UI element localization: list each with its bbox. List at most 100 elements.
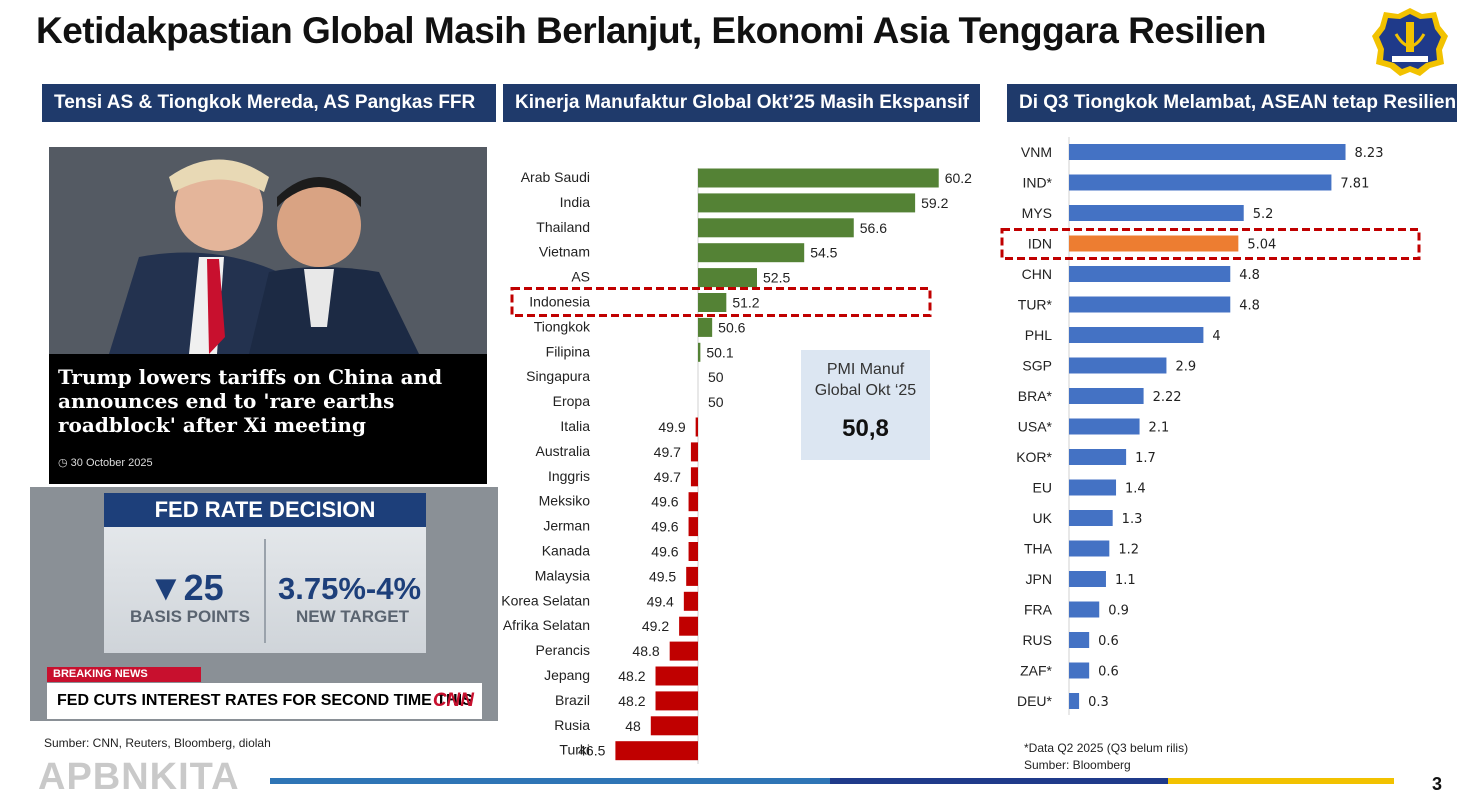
gdp-bar xyxy=(1069,510,1113,526)
gdp-value-label: 0.9 xyxy=(1108,604,1129,619)
gdp-value-label: 1.3 xyxy=(1122,512,1143,527)
gdp-growth-bar-chart: VNM 8.23 IND* 7.81 MYS 5.2 IDN 5.04 CHN 4.8 TUR* 4.… xyxy=(1000,137,1421,715)
pmi-highlight-box xyxy=(510,287,932,317)
gdp-category-label: UK xyxy=(1033,510,1053,526)
footnote: *Data Q2 2025 (Q3 belum rilis) Sumber: B… xyxy=(1024,740,1188,774)
breaking-news-badge: BREAKING NEWS xyxy=(47,667,201,682)
left-panel-header: Tensi AS & Tiongkok Mereda, AS Pangkas F… xyxy=(42,84,496,122)
pmi-value-label: 49.2 xyxy=(642,618,669,634)
pmi-value-label: 49.7 xyxy=(654,469,681,485)
pmi-category-label: India xyxy=(560,194,591,210)
pmi-category-label: Meksiko xyxy=(539,493,591,509)
pmi-category-label: Vietnam xyxy=(539,244,590,260)
news-date-text: 30 October 2025 xyxy=(70,457,153,469)
middle-panel-header: Kinerja Manufaktur Global Okt’25 Masih E… xyxy=(503,84,980,122)
pmi-bar xyxy=(679,616,698,636)
footer-bar-light xyxy=(270,778,830,784)
right-panel-header: Di Q3 Tiongkok Melambat, ASEAN tetap Res… xyxy=(1007,84,1457,122)
pmi-value-label: 50 xyxy=(708,369,724,385)
gdp-value-label: 0.3 xyxy=(1088,695,1109,710)
gdp-value-label: 8.23 xyxy=(1355,146,1384,161)
pmi-category-label: Jerman xyxy=(543,518,590,534)
pmi-category-label: Thailand xyxy=(536,219,590,235)
gdp-category-label: MYS xyxy=(1022,205,1052,221)
gdp-bar xyxy=(1069,693,1080,709)
gdp-category-label: KOR* xyxy=(1016,449,1052,465)
news-headline: Trump lowers tariffs on China and announ… xyxy=(58,365,443,437)
gdp-value-label: 0.6 xyxy=(1098,665,1119,680)
pmi-category-label: Filipina xyxy=(546,343,591,359)
gdp-value-label: 1.7 xyxy=(1135,451,1156,466)
pmi-category-label: Afrika Selatan xyxy=(503,617,590,633)
pmi-bar xyxy=(695,417,698,437)
pmi-value-label: 46.5 xyxy=(578,743,605,759)
gdp-value-label: 5.04 xyxy=(1247,238,1276,253)
fed-cut-number: 25 xyxy=(183,567,224,608)
pmi-bar xyxy=(690,467,698,487)
pmi-value-label: 49.9 xyxy=(658,419,685,435)
gdp-value-label: 2.22 xyxy=(1153,390,1182,405)
pmi-bar xyxy=(669,641,698,661)
gdp-category-label: IDN xyxy=(1028,236,1052,252)
pmi-value-label: 49.7 xyxy=(654,444,681,460)
pmi-value-label: 49.6 xyxy=(651,544,678,560)
pmi-category-label: Kanada xyxy=(542,543,590,559)
pmi-category-label: Indonesia xyxy=(529,294,590,310)
gdp-bar xyxy=(1069,357,1167,374)
gdp-category-label: JPN xyxy=(1026,571,1052,587)
pmi-bar xyxy=(688,517,698,537)
news-ticker: FED CUTS INTEREST RATES FOR SECOND TIME … xyxy=(47,683,482,719)
pmi-category-label: Perancis xyxy=(536,642,590,658)
gdp-bar xyxy=(1069,174,1332,191)
gdp-value-label: 1.1 xyxy=(1115,573,1136,588)
gdp-value-label: 4 xyxy=(1212,329,1220,344)
gdp-bar xyxy=(1069,449,1127,465)
gdp-category-label: BRA* xyxy=(1018,388,1053,404)
gdp-bar xyxy=(1069,632,1090,648)
pmi-bar xyxy=(698,168,939,188)
gdp-value-label: 4.8 xyxy=(1239,299,1260,314)
ticker-text: FED CUTS INTEREST RATES FOR SECOND TIME … xyxy=(57,692,473,709)
gdp-bar xyxy=(1069,601,1100,618)
pmi-value-label: 49.5 xyxy=(649,568,676,584)
pmi-category-label: Rusia xyxy=(554,717,590,733)
fed-cut-label: BASIS POINTS xyxy=(130,607,250,626)
pmi-bar xyxy=(690,442,698,462)
gdp-category-label: THA xyxy=(1024,541,1053,557)
news-card-trade: Trump lowers tariffs on China and announ… xyxy=(49,147,487,484)
gdp-bar xyxy=(1069,388,1144,404)
pmi-bar-chart: Arab Saudi 60.2 India 59.2 Thailand 56.6 Vietn… xyxy=(501,168,972,764)
pmi-value-label: 52.5 xyxy=(763,270,790,286)
pmi-value-label: 48 xyxy=(625,718,641,734)
pmi-category-label: Australia xyxy=(536,443,591,459)
gdp-bar xyxy=(1069,571,1106,587)
pmi-bar xyxy=(698,243,805,263)
pmi-bar xyxy=(698,293,727,312)
gdp-bar xyxy=(1069,235,1239,252)
pmi-value-label: 49.6 xyxy=(651,494,678,510)
pmi-category-label: Turki xyxy=(559,742,590,758)
pmi-value-label: 60.2 xyxy=(945,170,972,186)
gdp-bar xyxy=(1069,479,1117,496)
pmi-bar xyxy=(688,542,698,561)
pmi-value-label: 48.8 xyxy=(632,643,659,659)
divider xyxy=(264,539,266,643)
gdp-category-label: SGP xyxy=(1022,358,1052,374)
pmi-value: 50,8 xyxy=(842,415,889,442)
pmi-category-label: Singapura xyxy=(526,368,590,384)
fed-target-label: NEW TARGET xyxy=(296,607,410,626)
pmi-value-label: 59.2 xyxy=(921,195,948,211)
gdp-value-label: 2.1 xyxy=(1149,421,1170,436)
fed-rate-graphic: FED RATE DECISION ▼25 BASIS POINTS 3.75%… xyxy=(104,493,426,653)
fed-cut-value: ▼25 xyxy=(148,567,224,609)
pmi-category-label: Arab Saudi xyxy=(521,169,590,185)
pmi-bar xyxy=(655,666,698,686)
pmi-category-label: Korea Selatan xyxy=(501,592,590,608)
gdp-category-label: VNM xyxy=(1021,144,1052,160)
pmi-bar xyxy=(683,591,698,611)
gdp-bar xyxy=(1069,540,1110,557)
footnote-line1: *Data Q2 2025 (Q3 belum rilis) xyxy=(1024,741,1189,755)
gdp-bar xyxy=(1069,144,1346,160)
gdp-value-label: 5.2 xyxy=(1253,207,1274,222)
gdp-value-label: 1.4 xyxy=(1125,482,1146,497)
